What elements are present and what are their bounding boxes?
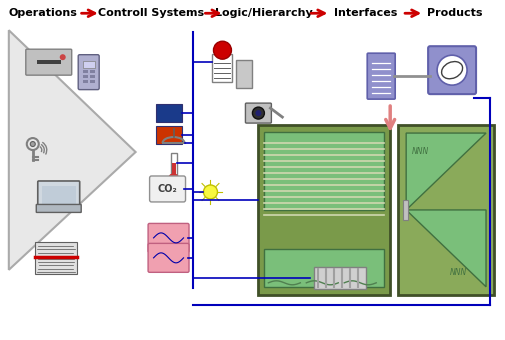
Bar	[82, 70, 87, 73]
Polygon shape	[406, 133, 485, 210]
FancyBboxPatch shape	[245, 103, 271, 123]
FancyBboxPatch shape	[26, 49, 72, 75]
Circle shape	[436, 55, 466, 85]
Bar	[89, 75, 94, 78]
Bar	[397, 125, 493, 295]
Circle shape	[252, 107, 264, 119]
Bar	[258, 125, 389, 295]
Bar	[155, 104, 181, 122]
FancyBboxPatch shape	[148, 223, 189, 252]
FancyBboxPatch shape	[148, 243, 189, 272]
Text: NNN: NNN	[412, 147, 429, 156]
Bar	[35, 242, 77, 274]
Polygon shape	[9, 30, 135, 270]
Bar	[82, 80, 87, 83]
Bar	[264, 132, 383, 210]
Text: Logic/Hierarchy: Logic/Hierarchy	[214, 8, 312, 18]
Bar	[82, 61, 94, 68]
FancyBboxPatch shape	[38, 181, 80, 208]
FancyBboxPatch shape	[149, 176, 185, 202]
Bar	[170, 153, 176, 179]
Bar	[155, 126, 181, 144]
Bar	[37, 60, 61, 64]
Bar	[402, 200, 408, 220]
Bar	[314, 267, 366, 289]
Circle shape	[213, 41, 231, 59]
Bar	[171, 163, 175, 179]
Bar	[42, 186, 76, 204]
Polygon shape	[406, 210, 485, 287]
Text: Controll Systems: Controll Systems	[97, 8, 203, 18]
FancyBboxPatch shape	[78, 55, 99, 90]
Bar	[89, 80, 94, 83]
Circle shape	[168, 174, 178, 184]
Circle shape	[60, 54, 66, 60]
FancyBboxPatch shape	[367, 53, 394, 99]
Bar	[82, 75, 87, 78]
FancyBboxPatch shape	[427, 46, 475, 94]
Text: Products: Products	[427, 8, 482, 18]
Bar	[264, 249, 383, 287]
Text: NNN: NNN	[449, 268, 467, 277]
FancyBboxPatch shape	[36, 204, 81, 212]
Bar	[89, 70, 94, 73]
Circle shape	[30, 141, 35, 147]
Text: Operations: Operations	[8, 8, 77, 18]
Bar	[212, 54, 232, 82]
Circle shape	[203, 185, 217, 199]
Text: Interfaces: Interfaces	[333, 8, 396, 18]
Ellipse shape	[441, 62, 462, 79]
Text: CO₂: CO₂	[158, 184, 177, 194]
Circle shape	[255, 110, 261, 116]
Bar	[236, 60, 252, 88]
